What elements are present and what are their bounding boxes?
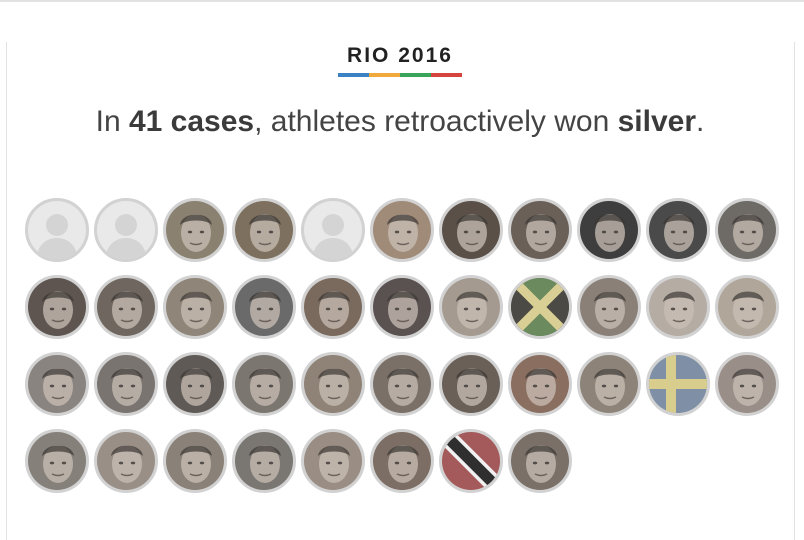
headline-medal: silver xyxy=(617,105,697,138)
olympic-color-bar xyxy=(338,73,462,77)
athlete-portrait xyxy=(373,201,431,259)
athlete-photo-avatar[interactable] xyxy=(163,198,227,262)
athlete-photo-avatar[interactable] xyxy=(715,198,779,262)
athlete-photo-avatar[interactable] xyxy=(232,275,296,339)
athlete-portrait xyxy=(442,201,500,259)
athlete-portrait xyxy=(235,201,293,259)
athlete-photo-avatar[interactable] xyxy=(232,352,296,416)
jamaica-flag-icon xyxy=(511,278,569,336)
trinidad-and-tobago-flag-icon xyxy=(442,432,500,490)
headline-case-count: 41 cases xyxy=(128,105,255,138)
athlete-photo-avatar[interactable] xyxy=(439,352,503,416)
athlete-portrait xyxy=(442,278,500,336)
athlete-placeholder-avatar[interactable] xyxy=(94,198,158,262)
athlete-portrait xyxy=(511,432,569,490)
headline-prefix: In xyxy=(95,105,129,138)
person-silhouette-icon xyxy=(304,201,362,259)
athlete-portrait xyxy=(97,432,155,490)
color-bar-segment-blue xyxy=(338,73,369,77)
top-divider xyxy=(0,0,804,2)
athlete-portrait xyxy=(373,432,431,490)
athlete-placeholder-avatar[interactable] xyxy=(25,198,89,262)
color-bar-segment-yellow xyxy=(369,73,400,77)
athlete-portrait xyxy=(235,432,293,490)
kicker-title: RIO 2016 xyxy=(347,44,453,67)
athlete-photo-avatar[interactable] xyxy=(439,275,503,339)
athlete-flag-avatar-jamaica[interactable] xyxy=(508,275,572,339)
athlete-photo-avatar[interactable] xyxy=(94,275,158,339)
athlete-photo-avatar[interactable] xyxy=(94,429,158,493)
athlete-portrait xyxy=(166,432,224,490)
athlete-photo-avatar[interactable] xyxy=(163,275,227,339)
athlete-photo-avatar[interactable] xyxy=(163,429,227,493)
athlete-photo-avatar[interactable] xyxy=(577,352,641,416)
athlete-portrait xyxy=(28,432,86,490)
left-border xyxy=(6,42,7,540)
athlete-portrait xyxy=(718,201,776,259)
athlete-portrait xyxy=(718,278,776,336)
person-silhouette-icon xyxy=(97,201,155,259)
athlete-photo-avatar[interactable] xyxy=(370,275,434,339)
athlete-portrait xyxy=(166,355,224,413)
athlete-photo-avatar[interactable] xyxy=(577,198,641,262)
athlete-portrait xyxy=(511,201,569,259)
athlete-portrait xyxy=(580,355,638,413)
athlete-portrait xyxy=(649,278,707,336)
athlete-portrait xyxy=(442,355,500,413)
athlete-photo-avatar[interactable] xyxy=(439,198,503,262)
athlete-portrait xyxy=(580,201,638,259)
athlete-flag-avatar-sweden[interactable] xyxy=(646,352,710,416)
athlete-photo-avatar[interactable] xyxy=(508,352,572,416)
color-bar-segment-red xyxy=(431,73,462,77)
athlete-portrait xyxy=(304,355,362,413)
athlete-photo-avatar[interactable] xyxy=(508,198,572,262)
athlete-portrait xyxy=(97,278,155,336)
athlete-portrait xyxy=(511,355,569,413)
athlete-photo-avatar[interactable] xyxy=(715,352,779,416)
athlete-portrait xyxy=(235,278,293,336)
athlete-photo-avatar[interactable] xyxy=(370,429,434,493)
athlete-photo-avatar[interactable] xyxy=(25,275,89,339)
athlete-portrait xyxy=(166,278,224,336)
athlete-portrait xyxy=(97,355,155,413)
athlete-photo-avatar[interactable] xyxy=(370,198,434,262)
athlete-portrait xyxy=(373,278,431,336)
right-border xyxy=(794,42,795,540)
athlete-portrait xyxy=(718,355,776,413)
athlete-photo-avatar[interactable] xyxy=(232,429,296,493)
athlete-portrait xyxy=(166,201,224,259)
athlete-photo-avatar[interactable] xyxy=(301,352,365,416)
athlete-portrait xyxy=(304,278,362,336)
athlete-placeholder-avatar[interactable] xyxy=(301,198,365,262)
athlete-portrait xyxy=(235,355,293,413)
section-kicker: RIO 2016 xyxy=(0,44,800,77)
athlete-photo-avatar[interactable] xyxy=(370,352,434,416)
sweden-flag-icon xyxy=(649,355,707,413)
athlete-photo-avatar[interactable] xyxy=(577,275,641,339)
athlete-portrait xyxy=(304,432,362,490)
athlete-photo-avatar[interactable] xyxy=(715,275,779,339)
athlete-photo-avatar[interactable] xyxy=(301,429,365,493)
athlete-photo-avatar[interactable] xyxy=(646,198,710,262)
color-bar-segment-green xyxy=(400,73,431,77)
athlete-photo-avatar[interactable] xyxy=(94,352,158,416)
athlete-portrait xyxy=(580,278,638,336)
athlete-photo-avatar[interactable] xyxy=(301,275,365,339)
athlete-portrait xyxy=(28,355,86,413)
headline-suffix: . xyxy=(696,105,705,138)
athlete-flag-avatar-trinidad-and-tobago[interactable] xyxy=(439,429,503,493)
headline-middle: , athletes retroactively won xyxy=(254,105,618,138)
athlete-photo-avatar[interactable] xyxy=(25,352,89,416)
athlete-portrait xyxy=(373,355,431,413)
athlete-photo-avatar[interactable] xyxy=(508,429,572,493)
headline: In 41 cases, athletes retroactively won … xyxy=(0,102,800,142)
athlete-portrait xyxy=(28,278,86,336)
athlete-photo-avatar[interactable] xyxy=(25,429,89,493)
athlete-photo-avatar[interactable] xyxy=(646,275,710,339)
athlete-portrait xyxy=(649,201,707,259)
athlete-photo-avatar[interactable] xyxy=(232,198,296,262)
person-silhouette-icon xyxy=(28,201,86,259)
athlete-photo-avatar[interactable] xyxy=(163,352,227,416)
